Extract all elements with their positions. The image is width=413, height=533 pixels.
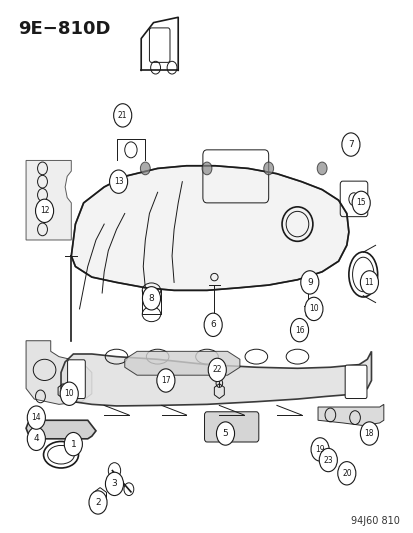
Circle shape (316, 162, 326, 175)
Text: 15: 15 (356, 198, 365, 207)
Text: 94J60 810: 94J60 810 (351, 516, 399, 526)
Polygon shape (71, 166, 348, 290)
Text: 10: 10 (64, 389, 74, 398)
Circle shape (359, 422, 377, 445)
Polygon shape (26, 420, 96, 439)
Text: 9E−810D: 9E−810D (18, 20, 110, 38)
Circle shape (337, 462, 355, 485)
Circle shape (157, 369, 175, 392)
FancyBboxPatch shape (204, 412, 258, 442)
Circle shape (310, 438, 328, 461)
Text: 8: 8 (148, 294, 154, 303)
Circle shape (142, 287, 160, 310)
Circle shape (300, 271, 318, 294)
Text: 14: 14 (31, 413, 41, 422)
Text: 3: 3 (112, 479, 117, 488)
Circle shape (140, 162, 150, 175)
Circle shape (341, 133, 359, 156)
Text: 10: 10 (309, 304, 318, 313)
Polygon shape (317, 405, 383, 425)
Text: 11: 11 (364, 278, 373, 287)
Circle shape (263, 162, 273, 175)
Circle shape (351, 191, 369, 215)
Circle shape (89, 491, 107, 514)
Polygon shape (124, 351, 239, 375)
Circle shape (202, 162, 211, 175)
Circle shape (216, 422, 234, 445)
Circle shape (304, 297, 322, 320)
Text: 16: 16 (294, 326, 304, 335)
Text: 2: 2 (95, 498, 101, 507)
Circle shape (114, 104, 131, 127)
Circle shape (105, 472, 123, 496)
Text: 23: 23 (323, 456, 332, 465)
Text: 7: 7 (347, 140, 353, 149)
Circle shape (60, 382, 78, 406)
Text: 18: 18 (364, 429, 373, 438)
Polygon shape (26, 341, 92, 405)
Text: 12: 12 (40, 206, 49, 215)
Text: 6: 6 (210, 320, 216, 329)
Text: 19: 19 (315, 445, 324, 454)
Circle shape (208, 358, 226, 382)
Circle shape (64, 432, 82, 456)
Text: 4: 4 (33, 434, 39, 443)
Circle shape (27, 427, 45, 450)
Text: 5: 5 (222, 429, 228, 438)
Circle shape (27, 406, 45, 429)
Circle shape (109, 170, 127, 193)
Circle shape (359, 271, 377, 294)
Circle shape (290, 318, 308, 342)
Text: 22: 22 (212, 366, 221, 374)
Text: 17: 17 (161, 376, 170, 385)
FancyBboxPatch shape (344, 365, 366, 399)
FancyBboxPatch shape (67, 360, 85, 399)
Text: 13: 13 (114, 177, 123, 186)
Text: 9: 9 (306, 278, 312, 287)
Circle shape (204, 313, 222, 336)
Circle shape (318, 448, 337, 472)
Circle shape (36, 199, 54, 222)
Polygon shape (61, 351, 370, 406)
Polygon shape (26, 160, 71, 240)
Text: 20: 20 (341, 469, 351, 478)
Text: 1: 1 (70, 440, 76, 449)
Text: 21: 21 (118, 111, 127, 120)
